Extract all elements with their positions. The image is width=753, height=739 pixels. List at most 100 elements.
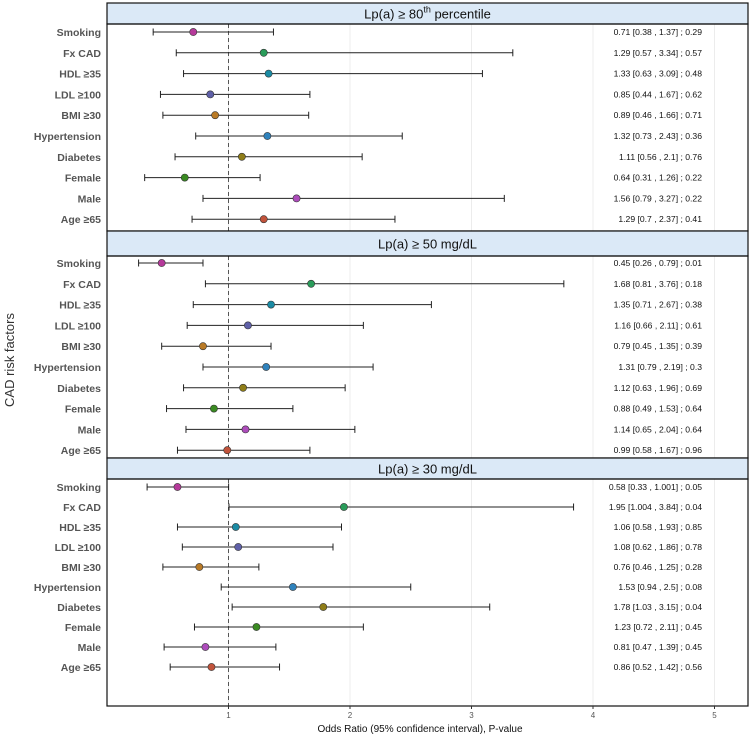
- odds-ratio-point: [259, 215, 268, 224]
- odds-ratio-point: [292, 194, 301, 203]
- row-label: Hypertension: [34, 131, 101, 143]
- x-tick-label: 1: [226, 711, 231, 720]
- row-label: HDL ≥35: [59, 69, 101, 81]
- odds-ratio-point: [241, 425, 250, 434]
- value-label: 1.33 [0.63 , 3.09] ; 0.48: [614, 69, 703, 79]
- value-label: 1.06 [0.58 , 1.93] ; 0.85: [614, 522, 703, 532]
- row-label: Female: [65, 404, 101, 416]
- odds-ratio-point: [262, 363, 271, 371]
- odds-ratio-point: [319, 603, 328, 611]
- odds-ratio-point: [195, 563, 204, 571]
- row-label: Fx CAD: [63, 48, 101, 60]
- odds-ratio-point: [252, 623, 261, 631]
- value-label: 1.23 [0.72 , 2.11] ; 0.45: [614, 622, 702, 632]
- y-axis-title: CAD risk factors: [2, 313, 17, 407]
- panel-title-3: Lp(a) ≥ 30 mg/dL: [378, 462, 477, 477]
- x-tick-label: 5: [712, 711, 717, 720]
- x-axis-title: Odds Ratio (95% confidence interval), P-…: [317, 724, 523, 735]
- value-label: 0.89 [0.46 , 1.66] ; 0.71: [614, 110, 703, 120]
- row-label: Diabetes: [57, 602, 101, 614]
- row-label: Hypertension: [34, 582, 101, 594]
- value-label: 1.56 [0.79 , 3.27] ; 0.22: [614, 193, 703, 203]
- odds-ratio-point: [244, 321, 252, 330]
- row-label: Diabetes: [57, 152, 101, 164]
- value-label: 1.29 [0.7 , 2.37] ; 0.41: [618, 214, 702, 224]
- value-label: 1.68 [0.81 , 3.76] ; 0.18: [614, 279, 703, 289]
- row-label: Fx CAD: [63, 502, 101, 514]
- value-label: 1.29 [0.57 , 3.34] ; 0.57: [614, 48, 703, 58]
- value-label: 1.14 [0.65 , 2.04] ; 0.64: [614, 424, 703, 434]
- value-label: 1.35 [0.71 , 2.67] ; 0.38: [614, 300, 703, 310]
- odds-ratio-point: [237, 152, 246, 161]
- value-label: 0.64 [0.31 , 1.26] ; 0.22: [614, 173, 703, 183]
- row-label: Hypertension: [34, 362, 101, 374]
- odds-ratio-point: [288, 583, 297, 591]
- odds-ratio-point: [223, 446, 232, 455]
- odds-ratio-point: [267, 300, 275, 309]
- row-label: Male: [78, 424, 102, 436]
- row-label: Age ≥65: [61, 445, 101, 457]
- odds-ratio-point: [264, 69, 273, 78]
- odds-ratio-point: [307, 279, 316, 288]
- row-label: BMI ≥30: [61, 562, 101, 574]
- panel-frame-3: [106, 478, 749, 707]
- row-label: LDL ≥100: [55, 542, 102, 554]
- value-label: 0.99 [0.58 , 1.67] ; 0.96: [614, 445, 703, 455]
- odds-ratio-point: [263, 132, 272, 140]
- row-label: LDL ≥100: [55, 320, 102, 332]
- odds-ratio-point: [239, 383, 247, 392]
- odds-ratio-point: [173, 483, 182, 491]
- odds-ratio-point: [210, 404, 218, 413]
- value-label: 1.08 [0.62 , 1.86] ; 0.78: [614, 542, 703, 552]
- row-label: LDL ≥100: [55, 89, 102, 101]
- value-label: 0.71 [0.38 , 1.37] ; 0.29: [614, 27, 703, 37]
- panel-title-2: Lp(a) ≥ 50 mg/dL: [378, 237, 477, 252]
- odds-ratio-point: [234, 543, 243, 551]
- x-tick-label: 2: [348, 711, 353, 720]
- row-label: Smoking: [57, 258, 101, 270]
- odds-ratio-point: [201, 643, 210, 651]
- x-tick-label: 3: [469, 711, 474, 720]
- row-label: BMI ≥30: [61, 110, 101, 122]
- row-label: Diabetes: [57, 383, 101, 395]
- odds-ratio-point: [180, 173, 189, 182]
- odds-ratio-point: [231, 523, 240, 531]
- row-label: Smoking: [57, 482, 101, 494]
- row-label: BMI ≥30: [61, 341, 101, 353]
- row-label: HDL ≥35: [59, 300, 101, 312]
- row-label: Male: [78, 193, 102, 205]
- odds-ratio-point: [340, 503, 348, 511]
- row-label: Age ≥65: [61, 214, 101, 226]
- odds-ratio-point: [157, 259, 166, 267]
- odds-ratio-point: [207, 663, 216, 671]
- value-label: 0.85 [0.44 , 1.67] ; 0.62: [614, 89, 703, 99]
- value-label: 0.45 [0.26 , 0.79] ; 0.01: [614, 258, 703, 268]
- value-label: 1.12 [0.63 , 1.96] ; 0.69: [614, 383, 703, 393]
- value-label: 1.78 [1.03 , 3.15] ; 0.04: [614, 602, 703, 612]
- value-label: 1.11 [0.56 , 2.1] ; 0.76: [619, 152, 702, 162]
- panel-strip-2: [106, 230, 749, 257]
- odds-ratio-point: [259, 48, 268, 57]
- row-label: Male: [78, 642, 102, 654]
- value-label: 0.58 [0.33 , 1.001] ; 0.05: [609, 482, 702, 492]
- odds-ratio-point: [199, 342, 207, 351]
- odds-ratio-point: [211, 111, 220, 120]
- row-label: HDL ≥35: [59, 522, 101, 534]
- value-label: 1.32 [0.73 , 2.43] ; 0.36: [614, 131, 703, 141]
- row-label: Smoking: [57, 27, 101, 39]
- value-label: 1.16 [0.66 , 2.11] ; 0.61: [614, 320, 702, 330]
- row-label: Fx CAD: [63, 279, 101, 291]
- odds-ratio-point: [189, 28, 198, 36]
- value-label: 1.53 [0.94 , 2.5] ; 0.08: [618, 582, 702, 592]
- value-label: 0.76 [0.46 , 1.25] ; 0.28: [614, 562, 703, 572]
- row-label: Age ≥65: [61, 662, 101, 674]
- value-label: 1.31 [0.79 , 2.19] ; 0.3: [618, 362, 702, 372]
- value-label: 0.79 [0.45 , 1.35] ; 0.39: [614, 341, 703, 351]
- row-label: Female: [65, 622, 101, 634]
- value-label: 1.95 [1.004 , 3.84] ; 0.04: [609, 502, 702, 512]
- panel-title-1: Lp(a) ≥ 80th percentile: [364, 5, 491, 22]
- value-label: 0.81 [0.47 , 1.39] ; 0.45: [614, 642, 703, 652]
- odds-ratio-point: [206, 90, 215, 99]
- row-label: Female: [65, 173, 101, 185]
